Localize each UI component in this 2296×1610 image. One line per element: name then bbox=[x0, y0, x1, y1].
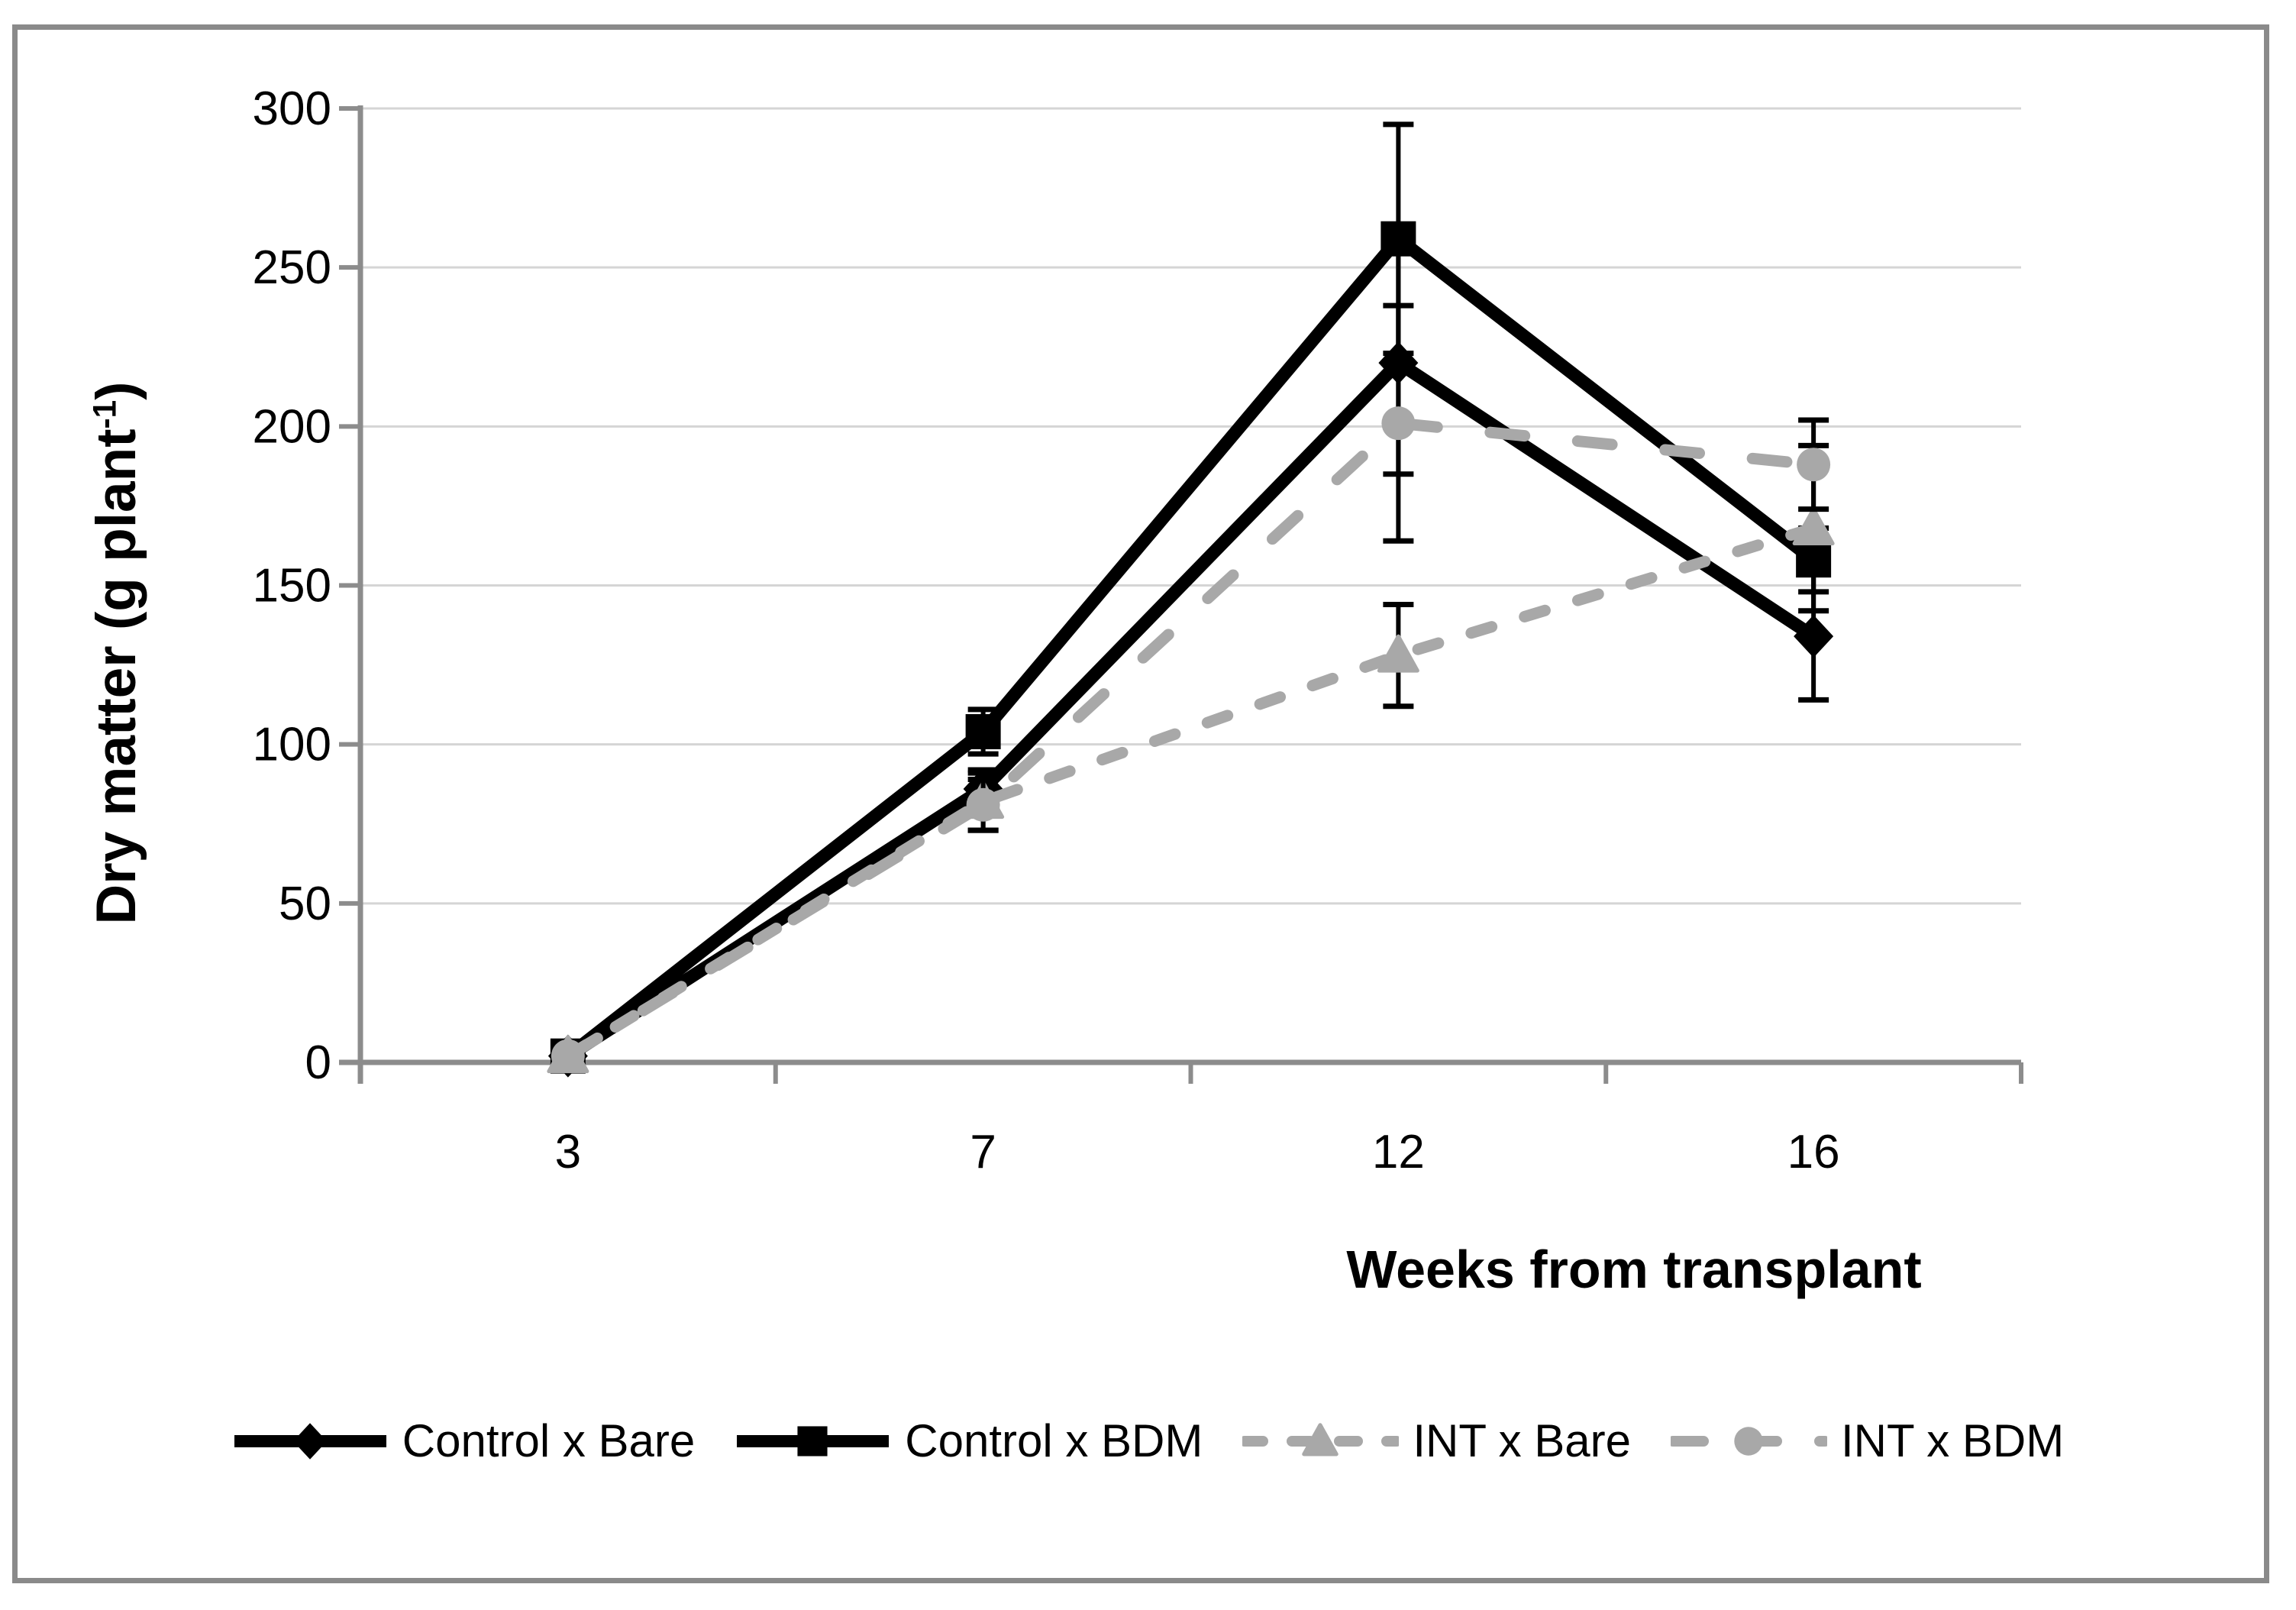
legend-label: INT x Bare bbox=[1413, 1415, 1631, 1466]
y-axis-title-pre: Dry matter (g plant bbox=[86, 428, 147, 925]
triangle-marker bbox=[1792, 507, 1835, 546]
x-tick-label-7: 7 bbox=[970, 1126, 996, 1178]
triangle-marker bbox=[1302, 1422, 1339, 1456]
diamond-marker bbox=[1794, 615, 1834, 658]
x-axis-title: Weeks from transplant bbox=[1346, 1240, 1922, 1299]
legend-item-int-x-bdm: INT x BDM bbox=[1671, 1414, 2064, 1467]
square-marker bbox=[797, 1425, 828, 1456]
y-axis-title: Dry matter (g plant-1) bbox=[81, 267, 153, 1039]
legend-sample-triangle-dashed-line bbox=[1242, 1422, 1400, 1456]
series-int-x-bdm bbox=[551, 302, 1831, 1073]
y-tick-label-200: 200 bbox=[253, 400, 331, 453]
circle-marker bbox=[551, 1039, 585, 1073]
square-marker bbox=[965, 714, 1001, 750]
x-tick-label-3: 3 bbox=[555, 1126, 581, 1178]
legend-label: Control x BDM bbox=[905, 1415, 1203, 1466]
series-line-control-x-bare bbox=[564, 354, 1817, 1062]
legend-sample-square-line bbox=[737, 1425, 890, 1456]
legend-sample-diamond-line bbox=[234, 1422, 386, 1460]
circle-marker bbox=[1734, 1426, 1763, 1456]
series-int-x-bare bbox=[547, 442, 1835, 1074]
x-tick-label-16: 16 bbox=[1787, 1126, 1840, 1178]
y-tick-label-250: 250 bbox=[253, 241, 331, 294]
x-tick-label-12: 12 bbox=[1372, 1126, 1425, 1178]
legend-item-control-x-bdm: Control x BDM bbox=[735, 1414, 1203, 1467]
diamond-marker bbox=[292, 1422, 327, 1460]
y-tick-label-300: 300 bbox=[253, 82, 331, 135]
y-tick-label-150: 150 bbox=[253, 560, 331, 613]
legend-label: INT x BDM bbox=[1841, 1415, 2065, 1466]
chart-frame bbox=[12, 24, 2269, 1583]
triangle-marker bbox=[1377, 634, 1419, 673]
y-tick-label-100: 100 bbox=[253, 719, 331, 771]
series-line-control-x-bdm bbox=[564, 229, 1818, 1062]
legend-sample-circle-dashed-line bbox=[1671, 1426, 1827, 1456]
legend-label: Control x Bare bbox=[402, 1415, 696, 1466]
y-axis-title-post: ) bbox=[86, 381, 147, 400]
y-axis-title-superscript: -1 bbox=[86, 399, 123, 429]
legend: Control x Bare Control x BDM INT x Bare … bbox=[0, 1414, 2296, 1467]
y-tick-label-50: 50 bbox=[279, 878, 331, 930]
legend-item-int-x-bare: INT x Bare bbox=[1242, 1414, 1631, 1467]
circle-marker bbox=[1381, 406, 1416, 441]
circle-marker bbox=[1797, 448, 1831, 482]
series-line-int-x-bdm bbox=[562, 417, 1820, 1062]
y-tick-label-0: 0 bbox=[305, 1036, 331, 1089]
legend-item-control-x-bare: Control x Bare bbox=[232, 1414, 696, 1467]
series-line-int-x-bare bbox=[562, 522, 1820, 1062]
square-marker bbox=[1381, 221, 1416, 257]
circle-marker bbox=[966, 787, 1000, 822]
